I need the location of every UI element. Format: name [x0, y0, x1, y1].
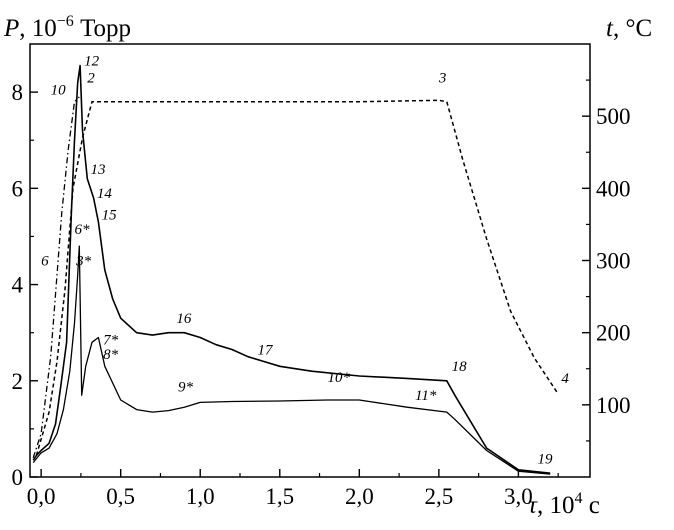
x-unit: с [582, 492, 599, 519]
series-line-3 [32, 96, 80, 459]
y-left-tick-label: 6 [12, 176, 24, 201]
point-label: 3 [438, 70, 447, 86]
y-right-var: t [606, 15, 614, 42]
x-rest: , 10 [537, 492, 575, 519]
point-label: 14 [97, 186, 113, 202]
point-label: 11* [415, 388, 437, 404]
x-tick-label: 2,5 [424, 484, 453, 509]
point-label: 6 [41, 253, 49, 269]
y-right-tick-label: 400 [596, 176, 631, 201]
x-tick-label: 0,5 [106, 484, 135, 509]
ticks-layer: 0,0 0,5 1,0 1,5 2,0 2,5 3,0 0 2 4 6 8 100 200 300 400 50… [12, 79, 631, 509]
y-left-unit: Торр [74, 15, 131, 42]
y-left-tick-label: 8 [12, 80, 24, 105]
x-var: τ [528, 492, 538, 519]
x-tick-label: 0,0 [27, 484, 56, 509]
point-label: 17 [258, 342, 275, 358]
point-label: 3* [75, 253, 92, 269]
point-label: 9* [178, 379, 194, 395]
x-axis-title: τ, 104 с [528, 490, 600, 519]
y-right-tick-label: 100 [596, 393, 631, 418]
x-tick-label: 1,0 [186, 484, 215, 509]
point-label: 7* [103, 333, 119, 349]
y-right-rest: , °C [613, 15, 652, 42]
y-left-rest: , 10 [19, 15, 57, 42]
y-left-tick-label: 2 [12, 369, 24, 394]
series-line-4 [35, 99, 559, 456]
point-label: 12 [84, 54, 100, 70]
point-label: 15 [102, 208, 118, 224]
point-label: 16 [176, 311, 192, 327]
y-right-tick-label: 500 [596, 104, 631, 129]
x-tick-label: 3,0 [504, 484, 533, 509]
y-left-exp: −6 [57, 13, 74, 30]
point-label: 4 [561, 371, 569, 387]
y-left-axis-title: P, 10−6 Торр [3, 13, 131, 42]
y-left-tick-label: 0 [12, 465, 24, 490]
point-label: 8* [103, 347, 119, 363]
y-right-tick-label: 200 [596, 321, 631, 346]
point-labels-layer: 12 10 2 3 13 14 15 6* 3* 6 7*8* 9* 16 17 10* 11* 18 4 19 [41, 54, 569, 468]
y-left-tick-label: 4 [12, 273, 24, 298]
series-line-2 [32, 245, 551, 475]
point-label: 10* [328, 370, 351, 386]
x-exp: 4 [574, 490, 582, 507]
point-label: 19 [538, 452, 554, 468]
y-right-tick-label: 300 [596, 249, 631, 274]
plot-frame [29, 43, 591, 478]
series-layer [32, 64, 559, 475]
y-left-var: P [3, 15, 19, 42]
x-tick-label: 2,0 [345, 484, 374, 509]
point-label: 2 [87, 70, 95, 86]
x-tick-label: 1,5 [265, 484, 294, 509]
y-right-axis-title: t, °C [606, 15, 652, 42]
point-label: 18 [452, 359, 468, 375]
point-label: 13 [90, 162, 105, 178]
point-label: 6* [75, 222, 91, 238]
point-label: 10 [51, 83, 67, 99]
series-line-1 [32, 64, 551, 474]
